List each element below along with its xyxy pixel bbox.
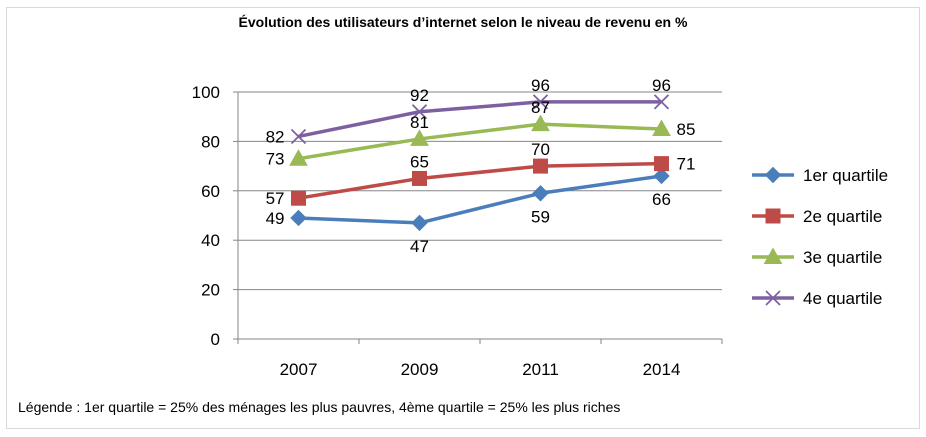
legend-item-4: 4e quartile xyxy=(752,289,882,308)
data-point-1-2011 xyxy=(532,185,549,202)
legend-label: 3e quartile xyxy=(803,248,882,267)
axes: 0 20 40 60 80 100 2007 2009 2011 2014 xyxy=(192,83,723,379)
legend-swatch-marker xyxy=(763,247,783,264)
data-point-4-2014 xyxy=(653,94,670,110)
footnote: Légende : 1er quartile = 25% des ménages… xyxy=(18,399,621,415)
data-label: 87 xyxy=(531,98,550,117)
data-point-3-2007 xyxy=(289,149,308,166)
data-label: 85 xyxy=(677,120,696,139)
data-label: 81 xyxy=(410,113,429,132)
data-label: 73 xyxy=(266,150,285,169)
series-lines xyxy=(289,94,671,232)
data-label: 82 xyxy=(266,127,285,146)
data-label: 47 xyxy=(410,237,429,256)
y-tick-label: 40 xyxy=(201,231,220,250)
chart-title: Évolution des utilisateurs d’internet se… xyxy=(238,14,688,30)
legend-swatch-marker xyxy=(765,208,781,224)
data-label: 71 xyxy=(677,155,696,174)
data-labels: 49 47 59 66 57 65 70 71 73 81 87 85 82 92 96 96 xyxy=(266,76,696,256)
data-label: 59 xyxy=(531,207,550,226)
x-tick-label-2007: 2007 xyxy=(280,360,318,379)
data-point-1-2014 xyxy=(653,167,670,185)
data-point-3-2011 xyxy=(531,114,550,132)
legend: 1er quartile 2e quartile 3e quartile 4e qua… xyxy=(752,166,888,308)
y-tick-label: 100 xyxy=(192,83,220,102)
data-point-3-2009 xyxy=(410,129,429,146)
legend-item-1: 1er quartile xyxy=(752,166,888,185)
data-point-1-2009 xyxy=(411,214,428,232)
data-point-4-2009 xyxy=(411,104,428,120)
series-line-4 xyxy=(298,100,662,139)
legend-swatch-marker xyxy=(765,290,781,306)
x-tick-label-2014: 2014 xyxy=(643,360,681,379)
y-tick-label: 0 xyxy=(211,330,220,349)
data-label: 66 xyxy=(652,190,671,209)
legend-item-3: 3e quartile xyxy=(752,247,882,267)
data-point-2-2009 xyxy=(412,170,427,186)
chart-frame xyxy=(6,7,920,429)
data-point-4-2007 xyxy=(290,128,307,145)
legend-label: 4e quartile xyxy=(803,289,882,308)
data-label: 70 xyxy=(531,140,550,159)
x-tick-label-2009: 2009 xyxy=(401,360,439,379)
legend-label: 2e quartile xyxy=(803,207,882,226)
data-label: 65 xyxy=(410,152,429,171)
data-point-1-2007 xyxy=(290,209,307,227)
data-point-2-2011 xyxy=(533,158,548,174)
y-tick-label: 80 xyxy=(201,132,220,151)
data-point-2-2014 xyxy=(654,156,669,172)
data-label: 96 xyxy=(531,76,550,95)
data-label: 96 xyxy=(652,76,671,95)
series-line-1 xyxy=(298,174,662,225)
data-label: 92 xyxy=(410,86,429,105)
legend-swatch-marker xyxy=(764,166,782,184)
legend-label: 1er quartile xyxy=(803,166,888,185)
data-point-2-2007 xyxy=(291,190,306,206)
data-point-3-2014 xyxy=(652,119,671,137)
series-line-2 xyxy=(298,161,662,200)
y-tick-label: 20 xyxy=(201,281,220,300)
grid-lines xyxy=(238,91,722,291)
series-line-3 xyxy=(298,122,662,161)
data-label: 57 xyxy=(266,189,285,208)
legend-item-2: 2e quartile xyxy=(752,207,882,226)
data-point-4-2011 xyxy=(532,94,549,110)
x-tick-label-2011: 2011 xyxy=(522,360,559,379)
data-label: 49 xyxy=(266,209,285,228)
y-tick-label: 60 xyxy=(201,182,220,201)
